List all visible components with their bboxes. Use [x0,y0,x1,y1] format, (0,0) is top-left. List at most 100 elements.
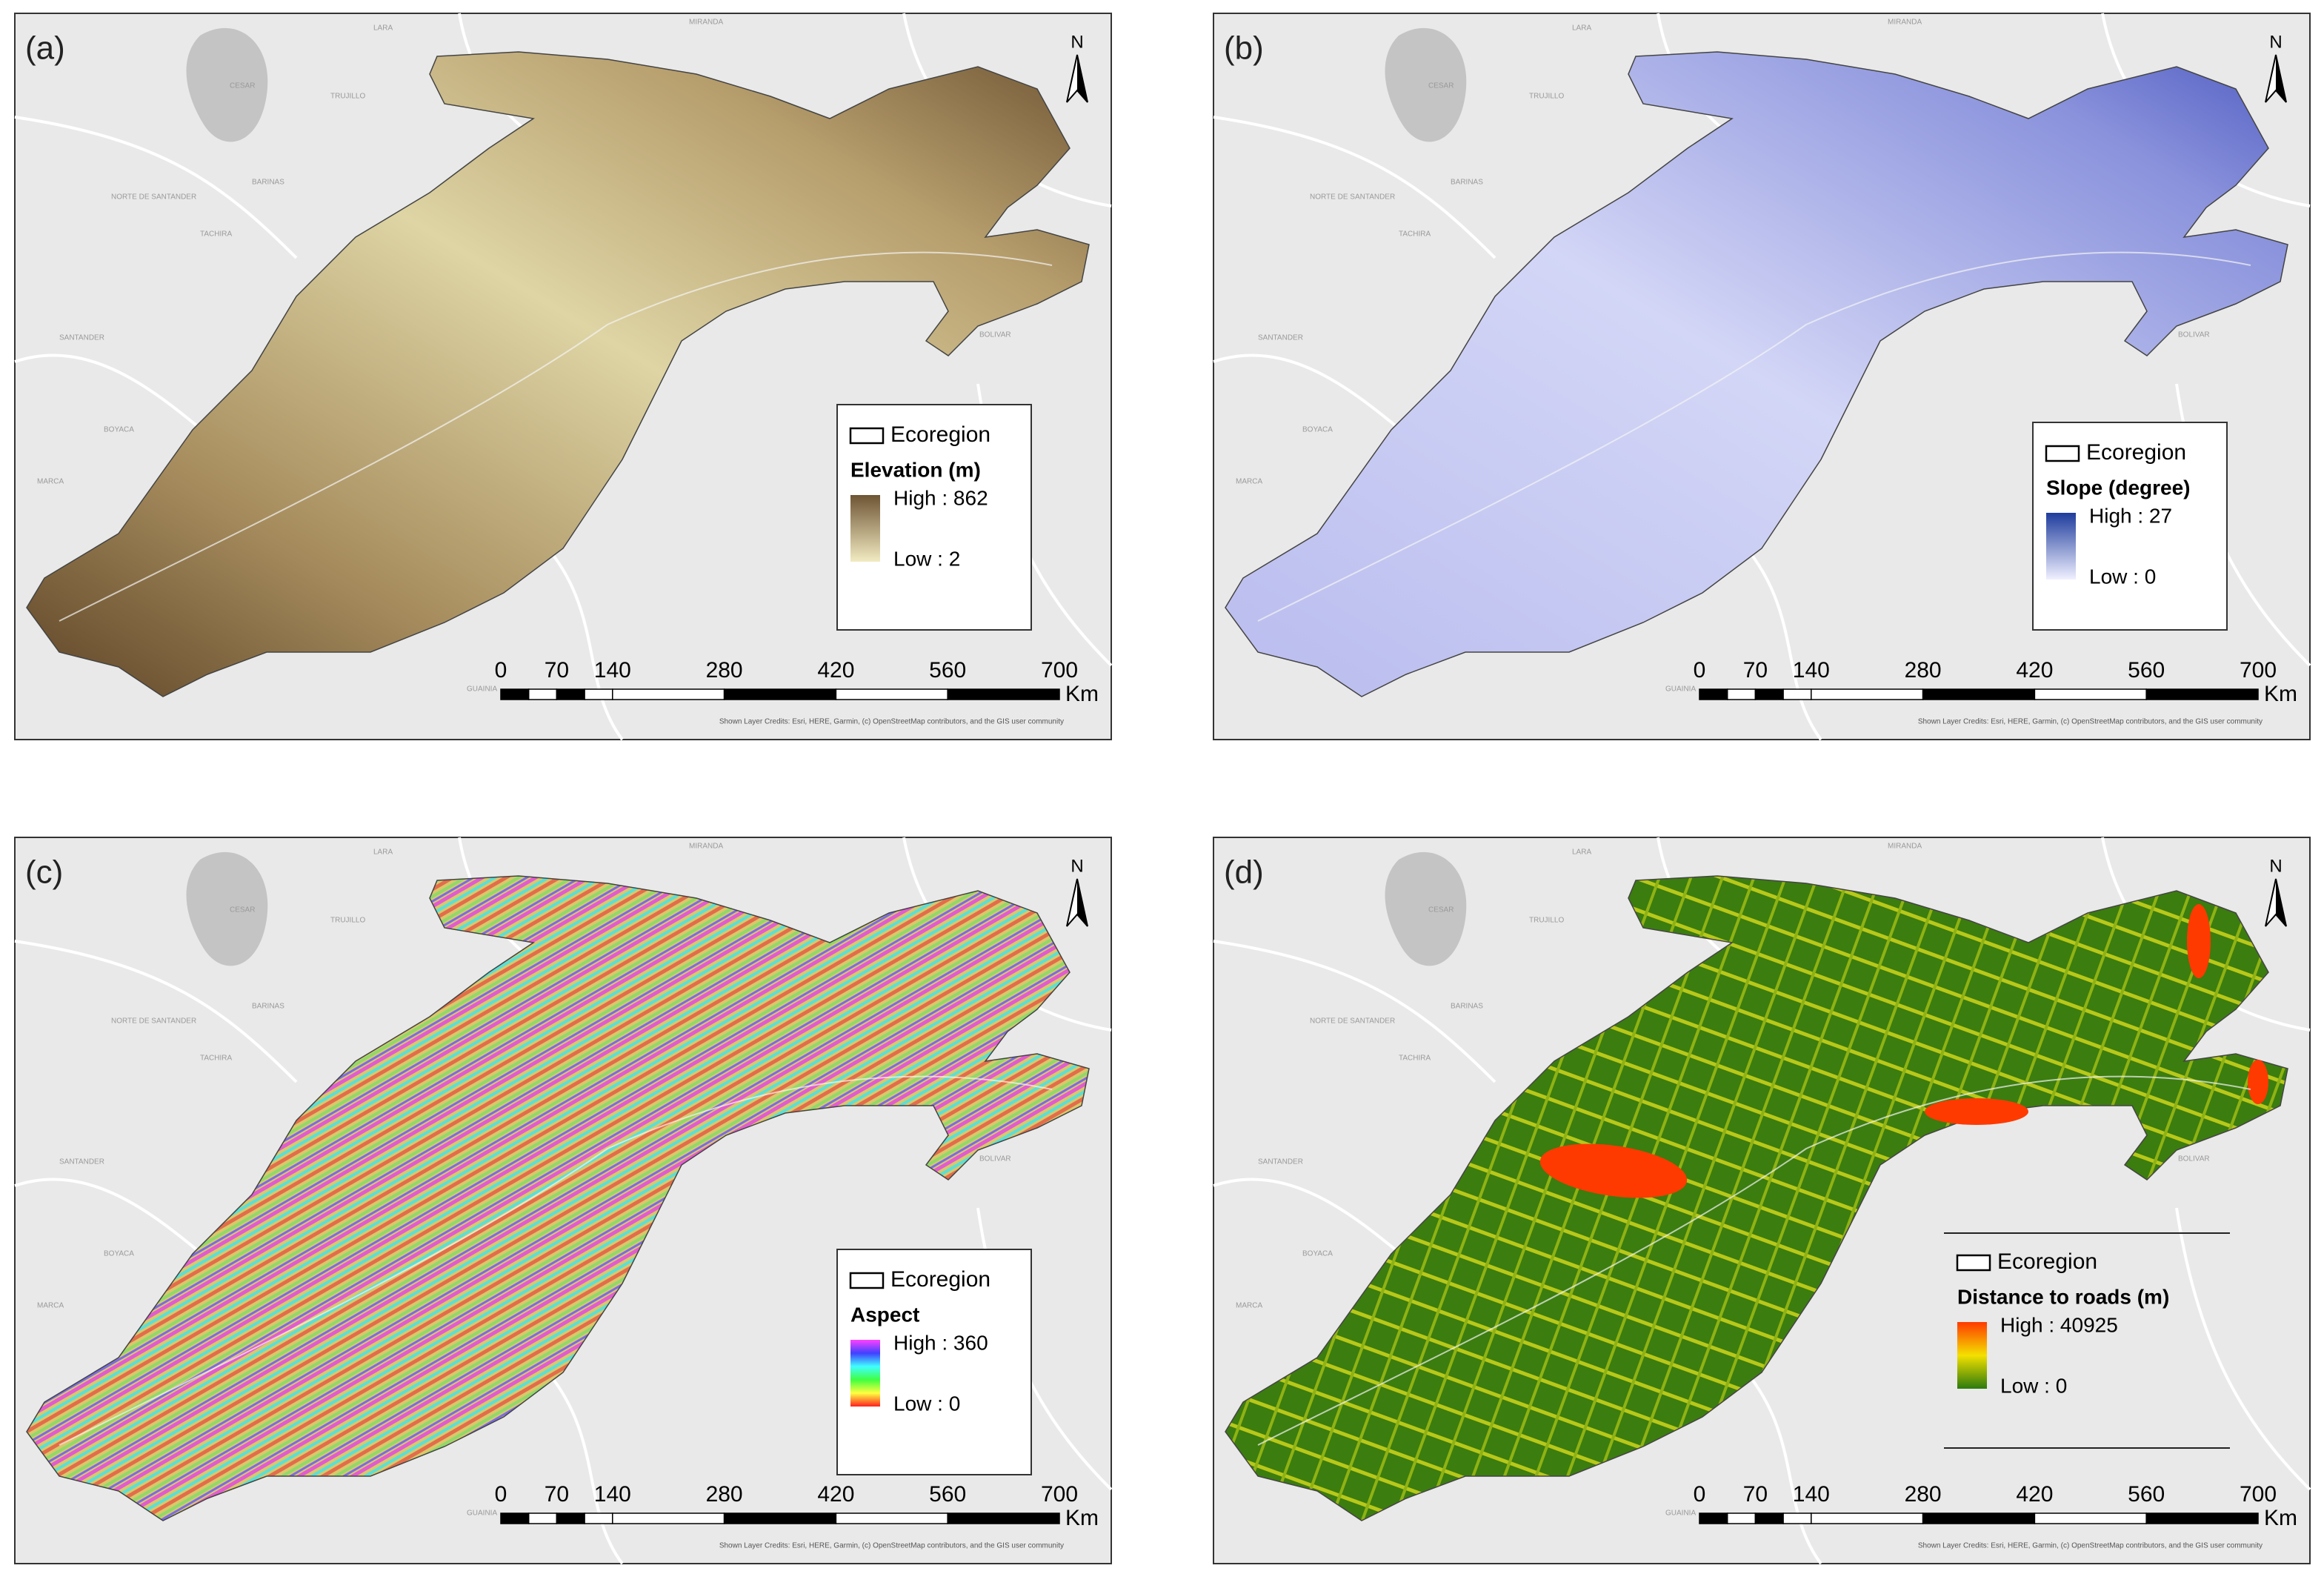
legend-title: Distance to roads (m) [1957,1285,2169,1308]
basemap-label: NORTE DE SANTANDER [1310,193,1395,202]
basemap-label: BARINAS [1451,1003,1483,1011]
panel-label: (a) [25,30,65,67]
high-distance-zone [2187,904,2211,978]
basemap-label: MIRANDA [1888,19,1922,27]
scale-bar-segment [584,1512,613,1524]
legend-boundary-label: Ecoregion [890,422,990,447]
legend-boundary-swatch [2045,445,2080,462]
basemap-label: GUAINIA [1665,685,1696,694]
ecoregion [1225,875,2288,1521]
scale-bar-segment [1782,688,1812,700]
scale-bar-segment [947,1512,1060,1524]
scale-bar-segment [527,688,558,700]
basemap-label: NORTE DE SANTANDER [111,193,196,202]
north-label: N [2269,856,2282,876]
legend-title: Aspect [850,1303,919,1326]
north-arrow-half [1077,55,1088,102]
scale-bar-segment [1699,688,1728,700]
scale-bar-segment [1811,688,1924,700]
scale-bar-segment [2034,688,2147,700]
basemap-label: TRUJILLO [1529,93,1564,101]
scale-bar-unit: Km [2264,1506,2297,1530]
basemap-label: BARINAS [252,1003,284,1011]
scale-bar-label: 280 [706,1482,743,1507]
legend-low: Low : 0 [893,1392,960,1415]
ecoregion [26,875,1090,1521]
basemap-label: BOLIVAR [979,1155,1011,1163]
scale-bar-label: 700 [1041,658,1078,683]
legend-boundary-swatch [849,427,885,445]
basemap-label: NORTE DE SANTANDER [111,1017,196,1026]
legend-ramp [850,1340,880,1407]
map-panel: LARA MIRANDA CESAR TRUJILLO NORTE DE SANTAND… [1213,837,2311,1565]
scale-bar-label: 140 [1793,1482,1830,1507]
scale-bar-label: 420 [817,658,854,683]
legend-boundary-swatch [1956,1254,1991,1272]
high-distance-zone [1539,1143,1688,1198]
basemap-label: MARCA [37,1302,64,1310]
lake [186,27,268,142]
river [59,251,1053,622]
scale-bar-segment [556,688,585,700]
high-distance-zone [2248,1060,2268,1104]
panel-label: (c) [25,854,63,891]
scale-bar-label: 560 [2128,658,2165,683]
north-arrow-half [1077,879,1088,926]
ecoregion [26,51,1090,697]
basemap-label: CESAR [1428,906,1454,914]
basemap-label: BARINAS [252,179,284,187]
map-panel: LARA MIRANDA CESAR TRUJILLO NORTE DE SANTAND… [1213,13,2311,741]
basemap-label: BOYACA [1302,426,1333,434]
scale-bar-label: 280 [706,658,743,683]
scale-bar-label: 280 [1905,1482,1942,1507]
scale-bar-segment [1754,1512,1784,1524]
basemap-label: TRUJILLO [1529,917,1564,925]
attribution: Shown Layer Credits: Esri, HERE, Garmin,… [1918,1542,2263,1550]
scale-bar-segment [584,688,613,700]
scale-bar-segment [2145,1512,2259,1524]
basemap-label: LARA [373,849,393,857]
basemap-label: GUAINIA [467,1510,497,1518]
scale-bar-segment [723,1512,837,1524]
attribution: Shown Layer Credits: Esri, HERE, Garmin,… [719,718,1064,726]
basemap-label: NORTE DE SANTANDER [1310,1017,1395,1026]
scale-bar-segment [1726,1512,1757,1524]
basemap-label: LARA [1572,24,1591,33]
scale-bar-label: 560 [929,658,966,683]
scale-bar-label: 700 [2240,658,2277,683]
north-arrow-half [2276,55,2286,102]
scale-bar-segment [1922,1512,2036,1524]
legend-low: Low : 0 [2000,1374,2067,1397]
legend-title: Slope (degree) [2046,476,2190,499]
legend-high: High : 360 [893,1331,988,1354]
scale-bar-label: 0 [1694,1482,1706,1507]
scale-bar-label: 700 [1041,1482,1078,1507]
river [59,1075,1053,1446]
map-panel: LARA MIRANDA CESAR TRUJILLO NORTE DE SANTAND… [14,13,1113,741]
basemap-label: TRUJILLO [330,917,365,925]
basemap-label: BOLIVAR [2178,1155,2210,1163]
scale-bar-label: 420 [817,1482,854,1507]
scale-bar-segment [723,688,837,700]
scale-bar-label: 70 [1743,1482,1768,1507]
basemap-label: BOYACA [104,426,134,434]
basemap-label: SANTANDER [59,1158,104,1166]
scale-bar-label: 280 [1905,658,1942,683]
legend-low: Low : 0 [2089,565,2156,588]
scale-bar-label: 560 [929,1482,966,1507]
basemap-label: BOYACA [1302,1250,1333,1258]
legend-high: High : 40925 [2000,1313,2118,1336]
basemap-label: MARCA [1236,478,1262,486]
scale-bar-label: 140 [594,1482,631,1507]
scale-bar-label: 70 [1743,658,1768,683]
basemap-label: CESAR [1428,82,1454,90]
north-label: N [1071,32,1083,52]
map-panel: LARA MIRANDA CESAR TRUJILLO NORTE DE SANTAND… [14,837,1113,1565]
scale-bar-label: 420 [2016,1482,2053,1507]
legend-ramp [850,495,880,562]
attribution: Shown Layer Credits: Esri, HERE, Garmin,… [1918,718,2263,726]
north-arrow-half [2276,879,2286,926]
scale-bar-unit: Km [1065,1506,1099,1530]
basemap-label: CESAR [230,906,255,914]
legend-boundary-label: Ecoregion [1997,1249,2097,1274]
